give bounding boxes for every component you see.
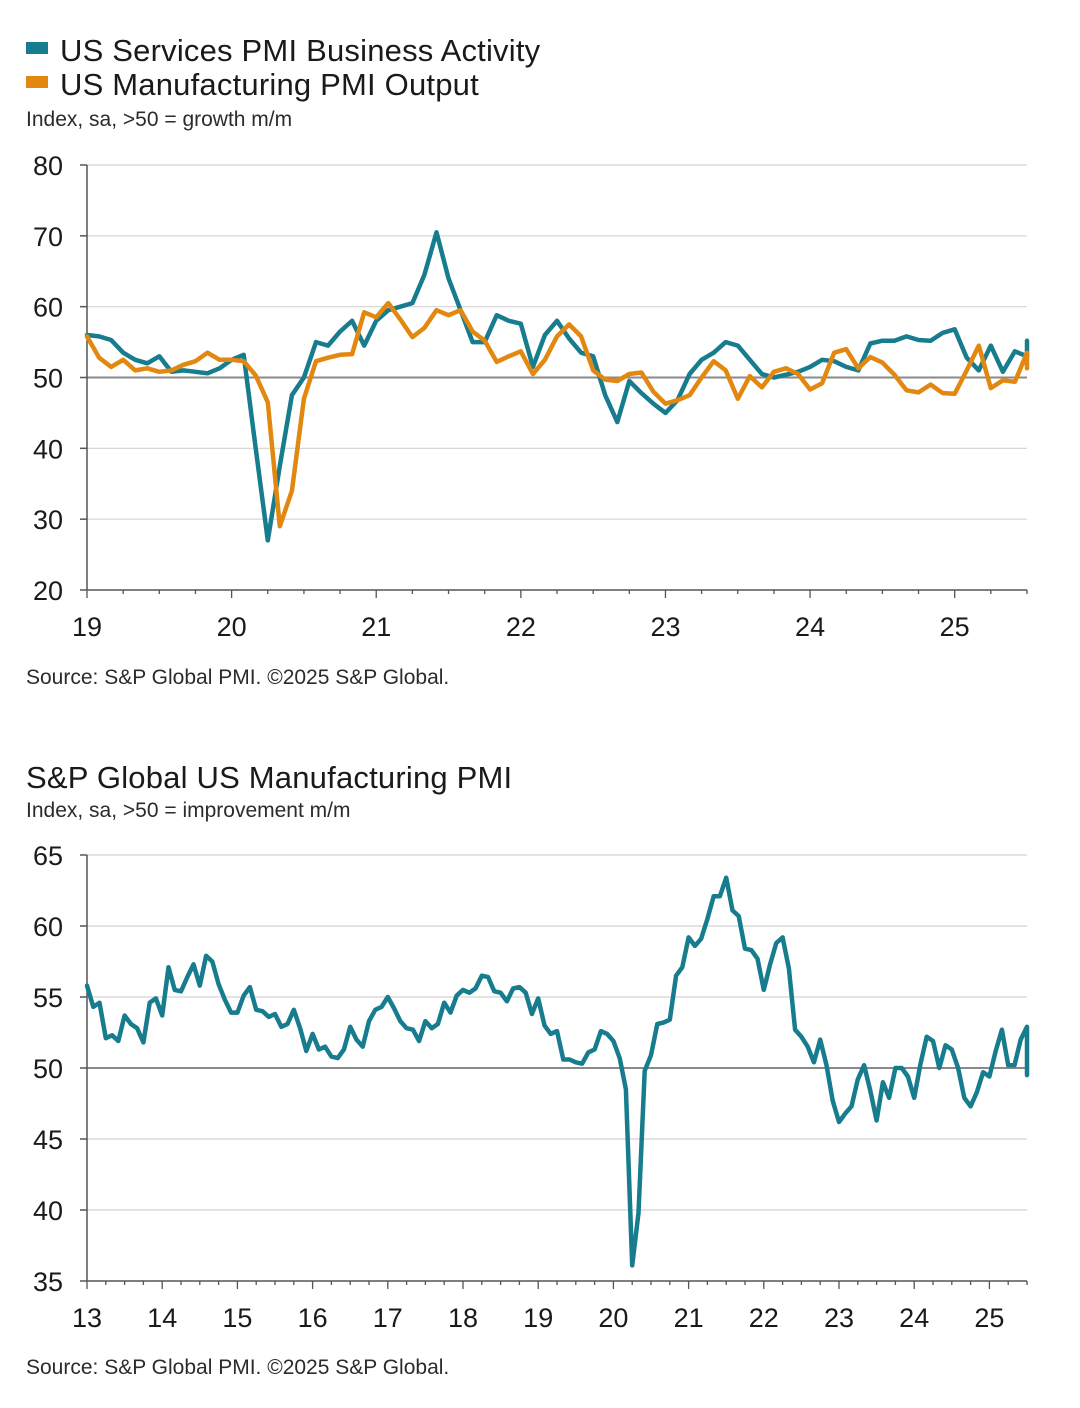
chart1-x-tick-label: 20	[217, 612, 247, 642]
chart2-x-tick-label: 22	[749, 1303, 779, 1333]
chart1-y-tick-label: 30	[33, 505, 63, 535]
chart2-y-tick-label: 60	[33, 912, 63, 942]
legend-item-manufacturing-output: US Manufacturing PMI Output	[26, 67, 540, 102]
chart2-x-tick-label: 24	[899, 1303, 929, 1333]
chart2-x-tick-label: 20	[598, 1303, 628, 1333]
chart1-x-tick-label: 21	[361, 612, 391, 642]
chart2-y-tick-label: 40	[33, 1196, 63, 1226]
chart1-source: Source: S&P Global PMI. ©2025 S&P Global…	[26, 666, 450, 689]
legend-label-services: US Services PMI Business Activity	[60, 33, 541, 68]
chart2-x-tick-label: 25	[974, 1303, 1004, 1333]
chart2-y-tick-label: 55	[33, 983, 63, 1013]
chart2-y-tick-label: 35	[33, 1267, 63, 1297]
chart2-x-tick-label: 13	[72, 1303, 102, 1333]
chart2-y-tick-label: 50	[33, 1054, 63, 1084]
chart2-series-line-1	[84, 875, 1030, 1268]
chart2-y-tick-label: 45	[33, 1125, 63, 1155]
chart1-series-line-2	[84, 300, 1030, 529]
chart2-x-tick-label: 21	[674, 1303, 704, 1333]
chart2-source: Source: S&P Global PMI. ©2025 S&P Global…	[26, 1356, 450, 1379]
chart1-x-tick-label: 25	[940, 612, 970, 642]
chart1-x-tick-label: 23	[650, 612, 680, 642]
chart2-y-tick-label: 65	[33, 841, 63, 871]
chart2-x-tick-label: 15	[222, 1303, 252, 1333]
chart1-y-tick-label: 40	[33, 434, 63, 464]
chart1-x-tick-label: 24	[795, 612, 825, 642]
chart1-y-tick-label: 60	[33, 293, 63, 323]
chart1-y-tick-label: 50	[33, 364, 63, 394]
chart1-y-tick-label: 20	[33, 576, 63, 606]
chart2-x-tick-label: 17	[373, 1303, 403, 1333]
chart1-legend: US Services PMI Business Activity US Man…	[26, 33, 541, 102]
legend-swatch-manufacturing-output	[26, 76, 48, 88]
chart1-y-tick-label: 70	[33, 222, 63, 252]
legend-item-services: US Services PMI Business Activity	[26, 33, 541, 68]
chart2-title: S&P Global US Manufacturing PMI	[26, 760, 513, 795]
chart1-x-tick-label: 19	[72, 612, 102, 642]
chart2-subtitle: Index, sa, >50 = improvement m/m	[26, 799, 351, 822]
chart1-plot: 20 30 40 50 60 70 80 19 20 21 22 23 24 25	[33, 151, 1030, 642]
chart2-plot: 35 40 45 50 55 60 65 13 14 15 16 17 18 19 20 21 22 23 24 25	[33, 841, 1030, 1333]
chart2-x-tick-label: 14	[147, 1303, 177, 1333]
chart1-y-tick-label: 80	[33, 151, 63, 181]
chart1-subtitle: Index, sa, >50 = growth m/m	[26, 108, 293, 131]
chart2-x-tick-label: 23	[824, 1303, 854, 1333]
chart2-x-tick-label: 19	[523, 1303, 553, 1333]
chart2-x-tick-label: 18	[448, 1303, 478, 1333]
chart1-x-tick-label: 22	[506, 612, 536, 642]
chart2-x-tick-label: 16	[298, 1303, 328, 1333]
legend-label-manufacturing-output: US Manufacturing PMI Output	[60, 67, 479, 102]
legend-swatch-services	[26, 42, 48, 54]
